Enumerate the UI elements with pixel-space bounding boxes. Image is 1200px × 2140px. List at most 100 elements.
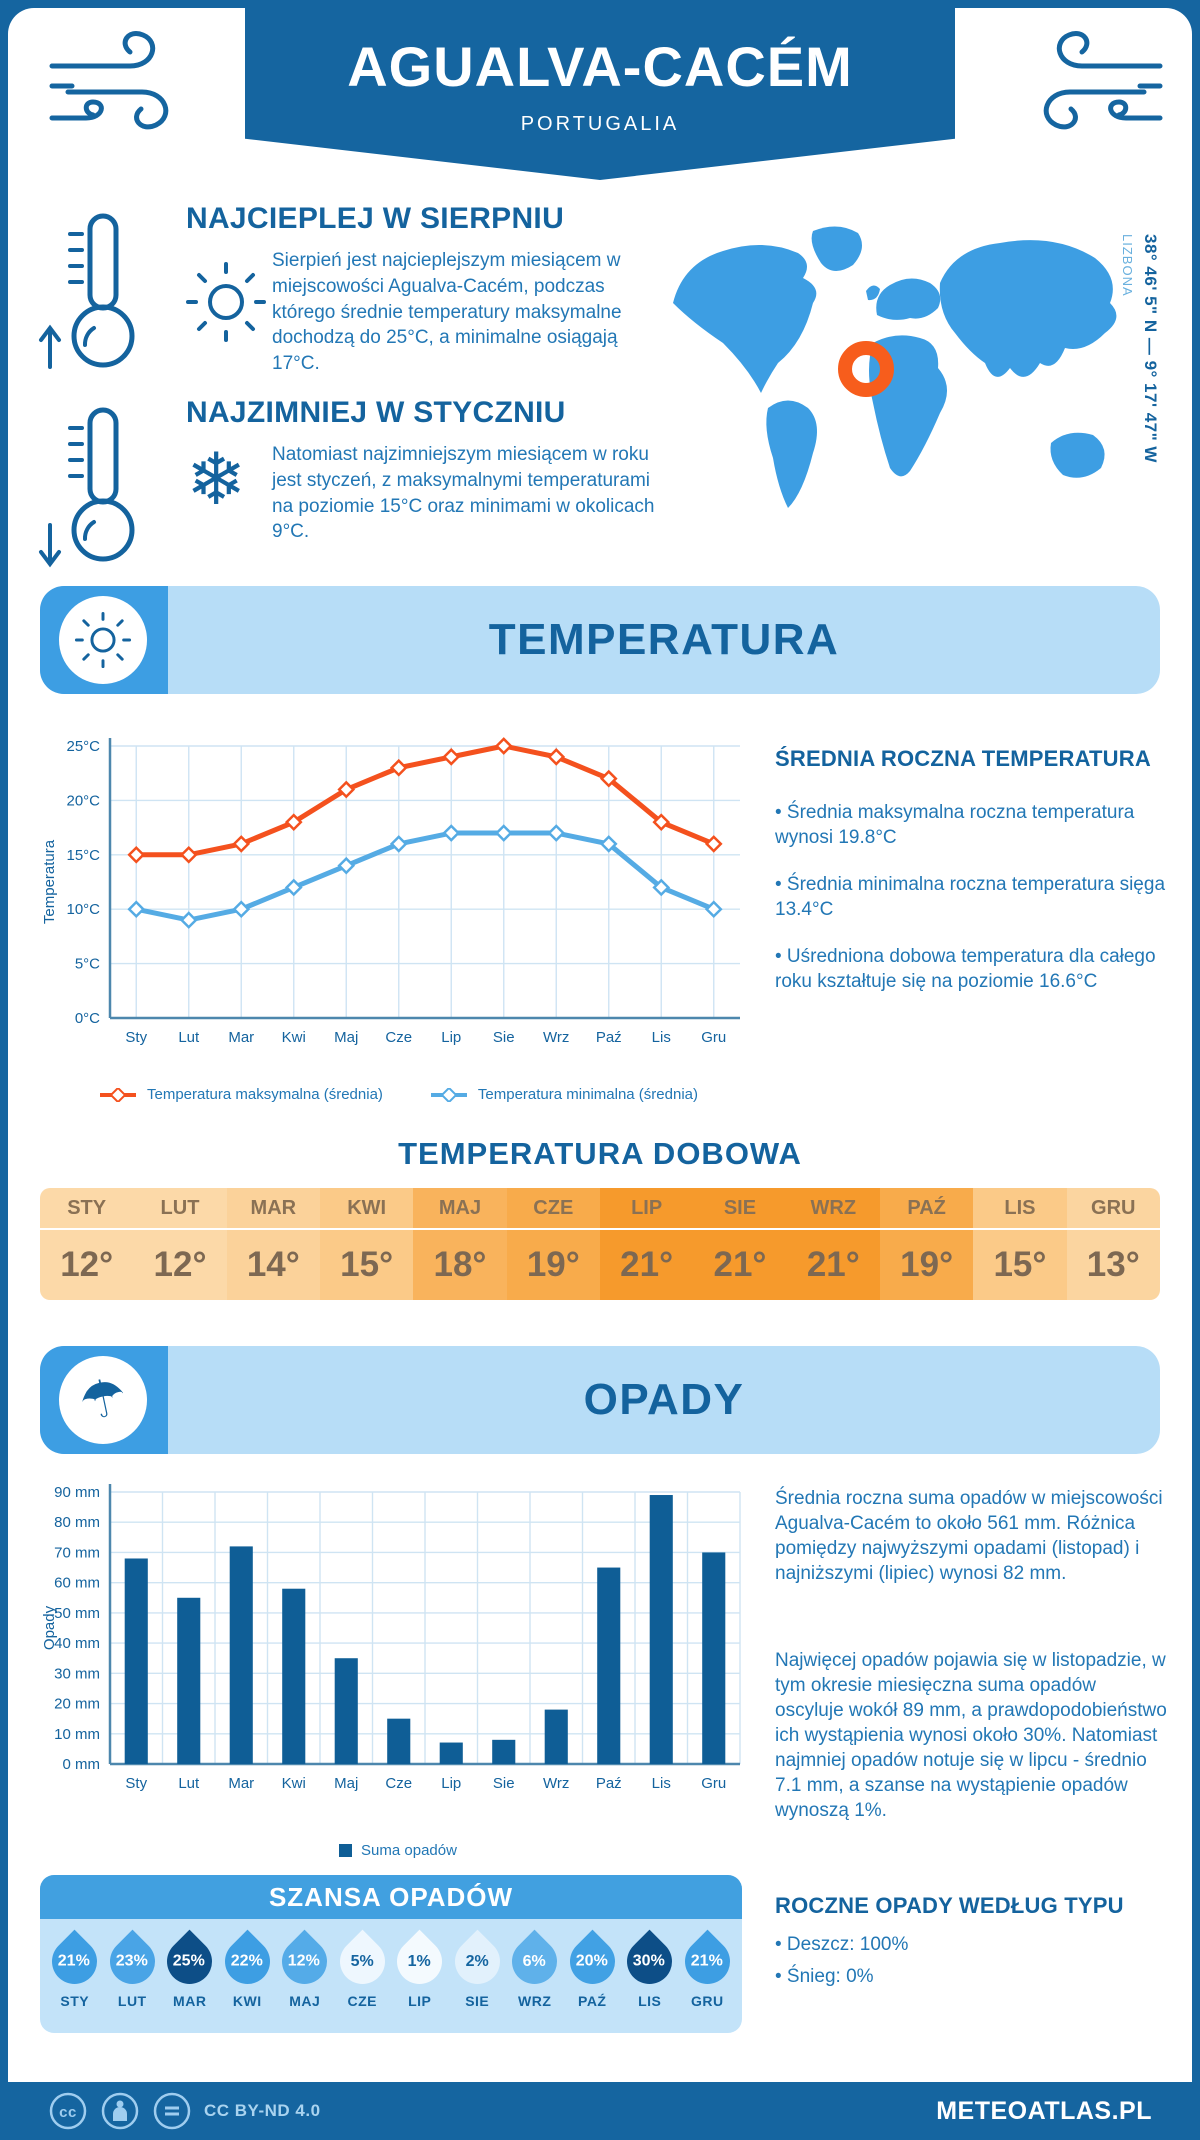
- precipitation-banner-iconbox: ☂: [40, 1346, 168, 1454]
- droplet-icon: 12%: [272, 1929, 337, 1994]
- droplet-icon: 21%: [675, 1929, 740, 1994]
- temperature-section-title: TEMPERATURA: [488, 615, 840, 664]
- footer: cc CC BY-ND 4.0 METEOATLAS.PL: [8, 2082, 1192, 2140]
- svg-text:Lut: Lut: [178, 1029, 200, 1046]
- warm-section-text: Sierpień jest najcieplejszym miesiącem w…: [272, 250, 622, 375]
- chance-column: 20% PAŹ: [560, 1929, 625, 2009]
- svg-text:Mar: Mar: [228, 1029, 254, 1046]
- chance-column: 1% LIP: [387, 1929, 452, 2009]
- daily-temp-month: PAŹ: [879, 1188, 974, 1230]
- daily-temp-value: 14°: [246, 1245, 300, 1284]
- daily-temperature-title: TEMPERATURA DOBOWA: [398, 1136, 802, 1171]
- svg-text:Maj: Maj: [334, 1775, 358, 1792]
- daily-temp-value: 19°: [900, 1245, 954, 1284]
- chance-value: 21%: [691, 1952, 724, 1970]
- chance-month: PAŹ: [578, 1993, 607, 2009]
- daily-temp-month: MAR: [226, 1188, 320, 1230]
- daily-temp-column: STY 12°: [40, 1188, 134, 1300]
- svg-text:Kwi: Kwi: [282, 1029, 306, 1046]
- svg-text:Wrz: Wrz: [543, 1029, 569, 1046]
- precipitation-text-1: Średnia roczna suma opadów w miejscowośc…: [775, 1488, 1163, 1585]
- chance-month: CZE: [347, 1993, 377, 2009]
- svg-text:Wrz: Wrz: [543, 1775, 569, 1792]
- min-line-marker: [430, 1087, 467, 1102]
- svg-text:90 mm: 90 mm: [54, 1484, 100, 1501]
- daily-temp-column: WRZ 21°: [786, 1188, 880, 1300]
- daily-temp-value: 21°: [620, 1245, 674, 1284]
- precipitation-type-heading: ROCZNE OPADY WEDŁUG TYPU: [775, 1893, 1124, 1918]
- license-group: cc CC BY-ND 4.0: [48, 2091, 321, 2131]
- warm-section-heading: NAJCIEPLEJ W SIERPNIU: [186, 202, 565, 235]
- country-subtitle: PORTUGALIA: [520, 113, 680, 135]
- svg-text:Maj: Maj: [334, 1029, 358, 1046]
- daily-temp-month: KWI: [319, 1188, 414, 1230]
- daily-temp-month: LUT: [133, 1188, 227, 1230]
- precipitation-section-title: OPADY: [583, 1375, 745, 1424]
- daily-temp-column: PAŹ 19°: [879, 1188, 974, 1300]
- svg-text:Sie: Sie: [493, 1029, 515, 1046]
- svg-text:50 mm: 50 mm: [54, 1605, 100, 1622]
- svg-text:0 mm: 0 mm: [63, 1756, 101, 1773]
- droplet-icon: 21%: [42, 1929, 107, 1994]
- daily-temp-column: MAJ 18°: [413, 1188, 507, 1300]
- svg-text:40 mm: 40 mm: [54, 1635, 100, 1652]
- svg-text:Cze: Cze: [385, 1775, 412, 1792]
- svg-text:Gru: Gru: [701, 1775, 726, 1792]
- temperature-banner: TEMPERATURA: [40, 586, 1160, 694]
- daily-temperature-table: STY 12° LUT 12° MAR 14° KWI 15° MAJ 18° CZE 19° LIP 2…: [40, 1188, 1160, 1300]
- svg-text:80 mm: 80 mm: [54, 1514, 100, 1531]
- daily-temp-value: 21°: [713, 1245, 767, 1284]
- svg-text:20°C: 20°C: [66, 792, 100, 809]
- svg-text:Mar: Mar: [228, 1775, 254, 1792]
- wind-icon: [1043, 31, 1163, 130]
- temperature-chart-legend: Temperatura maksymalna (średnia) Tempera…: [38, 1086, 758, 1103]
- wind-icon: [49, 31, 169, 130]
- legend-item-max: Temperatura maksymalna (średnia): [98, 1086, 383, 1103]
- svg-text:10°C: 10°C: [66, 901, 100, 918]
- chance-column: 5% CZE: [330, 1929, 395, 2009]
- chance-month: WRZ: [518, 1993, 552, 2009]
- thermometer-up-icon: [39, 213, 135, 369]
- svg-text:Lis: Lis: [652, 1029, 671, 1046]
- chance-value: 6%: [523, 1952, 547, 1970]
- svg-text:60 mm: 60 mm: [54, 1575, 100, 1592]
- page-title: AGUALVA-CACÉM: [347, 35, 853, 98]
- svg-text:cc: cc: [59, 2104, 77, 2121]
- svg-text:30 mm: 30 mm: [54, 1665, 100, 1682]
- temperature-banner-iconbox: [40, 586, 168, 694]
- chance-month: MAJ: [289, 1993, 321, 2009]
- snowflake-icon: ❄: [186, 440, 247, 520]
- temperature-summary-heading: ŚREDNIA ROCZNA TEMPERATURA: [775, 746, 1151, 771]
- world-map: [673, 226, 1117, 508]
- svg-text:25°C: 25°C: [66, 738, 100, 755]
- droplet-icon: 2%: [445, 1929, 510, 1994]
- droplet-icon: 1%: [387, 1929, 452, 1994]
- precipitation-type-bullet: • Deszcz: 100%: [775, 1934, 909, 1955]
- brand-label: METEOATLAS.PL: [936, 2096, 1152, 2125]
- temperature-bullet: • Uśredniona dobowa temperatura dla całe…: [775, 946, 1156, 993]
- precipitation-chart-legend: Suma opadów: [38, 1842, 758, 1859]
- chance-value: 1%: [408, 1952, 432, 1970]
- daily-temp-value: 19°: [526, 1245, 580, 1284]
- cold-section-text: Natomiast najzimniejszym miesiącem w rok…: [272, 444, 655, 543]
- temperature-bullet: • Średnia minimalna roczna temperatura s…: [775, 874, 1166, 921]
- daily-temp-month: WRZ: [786, 1188, 880, 1230]
- daily-temp-value: 21°: [806, 1245, 860, 1284]
- svg-text:Sty: Sty: [125, 1775, 147, 1792]
- cold-section-heading: NAJZIMNIEJ W STYCZNIU: [186, 396, 566, 429]
- chance-value: 2%: [465, 1952, 489, 1970]
- chance-column: 22% KWI: [215, 1929, 280, 2009]
- daily-temp-month: CZE: [506, 1188, 600, 1230]
- chance-value: 20%: [576, 1952, 609, 1970]
- chance-month: LIS: [638, 1993, 662, 2009]
- precipitation-chance-title: SZANSA OPADÓW: [40, 1875, 742, 1919]
- daily-temp-value: 12°: [60, 1245, 114, 1284]
- chance-column: 12% MAJ: [272, 1929, 337, 2009]
- sun-icon: [74, 611, 132, 669]
- chance-value: 25%: [173, 1952, 206, 1970]
- droplet-icon: 25%: [157, 1929, 222, 1994]
- daily-temp-column: LIP 21°: [599, 1188, 694, 1300]
- title-banner: AGUALVA-CACÉM PORTUGALIA: [245, 8, 955, 180]
- umbrella-icon: ☂: [74, 1366, 132, 1434]
